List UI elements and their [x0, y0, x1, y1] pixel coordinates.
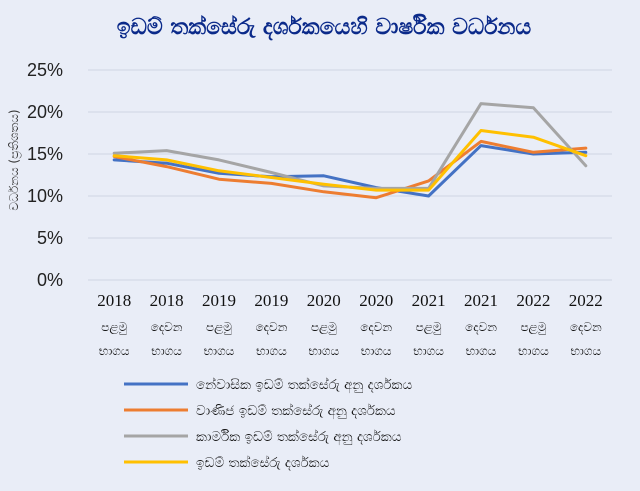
y-axis-label: වර්ධනය (ප්‍රතිශතය)	[7, 109, 22, 210]
x-tick-year: 2021	[412, 291, 446, 310]
x-tick-part: භාගය	[308, 344, 339, 358]
x-tick-part: භාගය	[518, 344, 549, 358]
x-tick-part: භාගය	[151, 344, 182, 358]
series-line-3	[112, 102, 588, 190]
x-tick-year: 2019	[254, 291, 288, 310]
y-tick-label: 20%	[27, 102, 63, 122]
chart-title: ඉඩම් තක්සේරු දර්ශකයෙහි වාර්ෂික වර්ධනය	[117, 13, 532, 41]
x-tick-half: පළමු	[311, 320, 337, 335]
x-tick-half: පළමු	[520, 320, 546, 335]
legend-label-4: ඉඩම් තක්සේරු දර්ශකය	[196, 455, 330, 471]
x-tick-year: 2018	[97, 291, 131, 310]
x-tick-half: දෙවන	[465, 320, 497, 334]
x-tick-part: භාගය	[99, 344, 130, 358]
x-tick-year: 2020	[359, 291, 393, 310]
x-tick-half: පළමු	[416, 320, 442, 335]
series-line-1	[112, 144, 588, 198]
legend-label-1: නේවාසික ඉඩම් තක්සේරු අනු දර්ශකය	[196, 377, 412, 394]
y-tick-label: 15%	[27, 144, 63, 164]
x-tick-part: භාගය	[256, 344, 287, 358]
y-tick-label: 5%	[37, 228, 63, 248]
y-axis-ticks: 0% 5% 10% 15% 20% 25%	[27, 60, 63, 290]
x-axis-ticks: 2018 පළමු භාගය 2018 දෙවන භාගය 2019 පළමු භාගය 2019…	[97, 291, 603, 358]
legend: නේවාසික ඉඩම් තක්සේරු අනු දර්ශකය වාණිජ ඉඩම…	[124, 377, 412, 471]
y-tick-label: 10%	[27, 186, 63, 206]
x-tick-part: භාගය	[570, 344, 601, 358]
x-tick-part: භාගය	[466, 344, 497, 358]
y-tick-label: 25%	[27, 60, 63, 80]
x-tick-year: 2018	[150, 291, 184, 310]
x-tick-year: 2022	[569, 291, 603, 310]
x-tick-half: දෙවන	[360, 320, 392, 334]
x-tick-part: භාගය	[361, 344, 392, 358]
x-tick-half: පළමු	[101, 320, 127, 335]
x-tick-year: 2020	[307, 291, 341, 310]
x-tick-half: දෙවන	[151, 320, 183, 334]
gridlines	[88, 69, 612, 281]
series-line-4	[112, 129, 588, 192]
series-line-2	[112, 139, 588, 200]
legend-label-2: වාණිජ ඉඩම් තක්සේරු අනු දර්ශකය	[196, 403, 396, 420]
x-tick-half: දෙවන	[255, 320, 287, 334]
x-tick-year: 2022	[516, 291, 550, 310]
x-tick-year: 2019	[202, 291, 236, 310]
x-tick-part: භාගය	[413, 344, 444, 358]
y-tick-label: 0%	[37, 270, 63, 290]
legend-label-3: කාර්මික ඉඩම් තක්සේරු අනු දර්ශකය	[196, 429, 402, 446]
x-tick-half: දෙවන	[570, 320, 602, 334]
x-tick-year: 2021	[464, 291, 498, 310]
series-lines	[112, 102, 588, 200]
x-tick-part: භාගය	[204, 344, 235, 358]
x-tick-half: පළමු	[206, 320, 232, 335]
